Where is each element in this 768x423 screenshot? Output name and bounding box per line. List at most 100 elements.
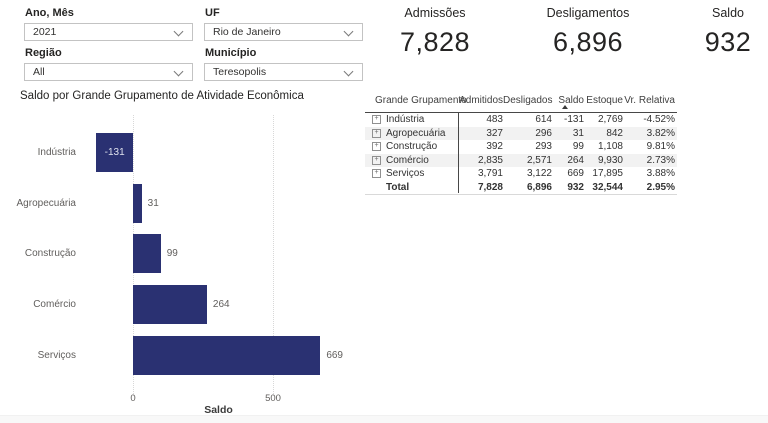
cell-value: 3.82% <box>646 127 675 139</box>
cell-name: + Comércio <box>365 155 458 166</box>
column-header-num[interactable]: Estoque <box>586 94 623 106</box>
column-header-name[interactable]: Grande Grupamento <box>375 94 467 106</box>
cell-value: 264 <box>567 154 584 166</box>
bar-value-label: 99 <box>166 248 178 259</box>
kpi-label: Saldo <box>712 6 744 20</box>
cell-value: -4.52% <box>643 114 675 126</box>
table-row[interactable]: Total 7,828 6,896 932 32,544 2.95% <box>365 181 677 195</box>
cell-value: 9.81% <box>646 141 675 153</box>
cell-name: + Construção <box>365 141 458 152</box>
chevron-down-icon <box>343 66 354 77</box>
cell-value: 31 <box>572 127 584 139</box>
chart-title: Saldo por Grande Grupamento de Atividade… <box>20 90 304 102</box>
cell-name: Total <box>386 181 410 193</box>
filter-label-ano-mes: Ano, Mês <box>25 7 74 19</box>
regiao-dropdown[interactable]: All <box>24 63 193 81</box>
column-header-num[interactable]: Admitidos <box>459 94 503 106</box>
bar-value-label: 669 <box>326 350 343 361</box>
bar[interactable] <box>133 336 321 375</box>
cell-name: + Serviços <box>365 168 458 179</box>
cell-value: 17,895 <box>592 168 623 180</box>
cell-value: 392 <box>486 141 503 153</box>
municipio-value: Teresopolis <box>213 66 267 78</box>
bar[interactable] <box>96 133 133 172</box>
filter-label-municipio: Município <box>205 47 257 59</box>
cell-value: 2,835 <box>477 154 503 166</box>
expand-icon[interactable]: + <box>372 155 381 165</box>
category-label: Indústria <box>37 147 76 158</box>
table-row[interactable]: + Comércio 2,835 2,571 264 9,930 2.73% <box>365 153 677 167</box>
cell-value: 1,108 <box>597 141 623 153</box>
column-header-num[interactable]: Desligados <box>503 94 553 106</box>
table-row[interactable]: + Serviços 3,791 3,122 669 17,895 3.88% <box>365 167 677 181</box>
category-label: Comércio <box>33 299 76 310</box>
canvas-bottom-edge <box>0 415 768 423</box>
category-label: Serviços <box>37 350 76 361</box>
x-tick-label: 0 <box>130 393 136 404</box>
cell-value: 3,122 <box>526 168 552 180</box>
cell-value: 2.73% <box>646 154 675 166</box>
cell-value: 99 <box>572 141 584 153</box>
kpi-card-saldo: Saldo 932 <box>688 0 768 58</box>
bar[interactable] <box>133 234 161 273</box>
row-label: Indústria <box>386 114 425 126</box>
table-row[interactable]: + Agropecuária 327 296 31 842 3.82% <box>365 126 677 140</box>
uf-dropdown[interactable]: Rio de Janeiro <box>204 23 363 41</box>
column-header-num[interactable]: Saldo <box>558 94 584 106</box>
cell-value: 932 <box>567 181 584 193</box>
bar[interactable] <box>133 285 207 324</box>
cell-value: 32,544 <box>592 181 623 193</box>
kpi-label: Admissões <box>404 6 466 20</box>
cell-name: + Indústria <box>365 114 458 125</box>
cell-value: 3,791 <box>477 168 503 180</box>
category-label: Construção <box>24 248 76 259</box>
bar[interactable] <box>133 184 142 223</box>
kpi-card-desligamentos: Desligamentos 6,896 <box>516 0 660 58</box>
cell-value: 6,896 <box>526 181 552 193</box>
cell-value: 3.88% <box>646 168 675 180</box>
cell-value: 614 <box>535 114 552 126</box>
filter-label-regiao: Região <box>25 47 62 59</box>
summary-table: Grande Grupamento Admitidos Desligados Sald… <box>365 88 677 195</box>
category-label: Agropecuária <box>16 198 76 209</box>
expand-icon[interactable]: + <box>372 142 381 152</box>
cell-value: 293 <box>535 141 552 153</box>
kpi-value: 6,896 <box>552 27 624 57</box>
row-label: Agropecuária <box>386 127 446 139</box>
cell-name: + Agropecuária <box>365 128 458 139</box>
cell-value: 2.95% <box>646 181 675 193</box>
municipio-dropdown[interactable]: Teresopolis <box>204 63 363 81</box>
sort-ascending-icon <box>562 105 568 109</box>
expand-icon[interactable]: + <box>372 128 381 138</box>
bar-chart: Saldo por Grande Grupamento de Atividade… <box>0 86 368 422</box>
chevron-down-icon <box>343 26 354 37</box>
regiao-value: All <box>33 66 45 78</box>
column-header-num[interactable]: Vr. Relativa <box>624 94 675 106</box>
bar-value-label: 31 <box>147 198 159 209</box>
chevron-down-icon <box>173 66 184 77</box>
row-label: Construção <box>386 141 438 153</box>
cell-value: 669 <box>567 168 584 180</box>
table-row[interactable]: + Indústria 483 614 -131 2,769 -4.52% <box>365 113 677 127</box>
expand-icon[interactable]: + <box>372 169 381 179</box>
row-label: Serviços <box>386 168 425 180</box>
table-row[interactable]: + Construção 392 293 99 1,108 9.81% <box>365 140 677 154</box>
filter-label-uf: UF <box>205 7 220 19</box>
uf-value: Rio de Janeiro <box>213 26 281 38</box>
kpi-label: Desligamentos <box>546 6 630 20</box>
cell-value: 9,930 <box>597 154 623 166</box>
row-label: Comércio <box>386 154 429 166</box>
ano-mes-dropdown[interactable]: 2021 <box>24 23 193 41</box>
cell-value: 2,571 <box>526 154 552 166</box>
cell-value: 2,769 <box>597 114 623 126</box>
cell-value: 842 <box>606 127 623 139</box>
kpi-value: 7,828 <box>399 27 471 57</box>
expand-icon[interactable]: + <box>372 115 381 125</box>
x-tick-label: 500 <box>265 393 281 404</box>
gridline <box>273 115 274 396</box>
cell-value: 483 <box>486 114 503 126</box>
table-header-row: Grande Grupamento Admitidos Desligados Sald… <box>365 88 677 113</box>
kpi-value: 932 <box>704 27 752 57</box>
cell-value: -131 <box>563 114 584 126</box>
